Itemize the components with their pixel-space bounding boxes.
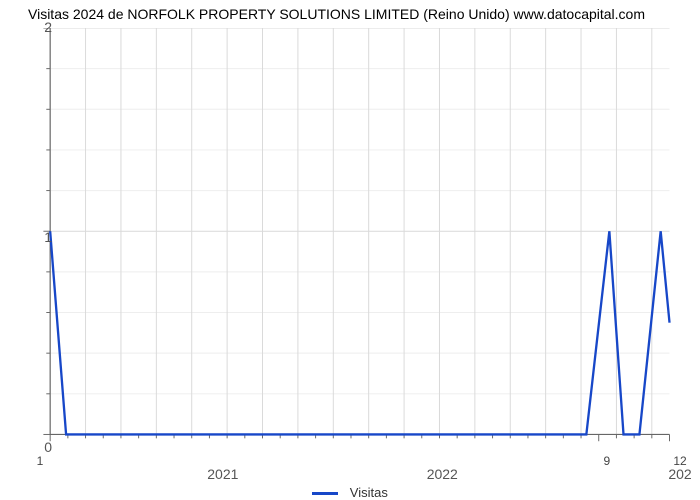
y-tick-label: 1 (12, 229, 52, 245)
x-tick-label: 1 (37, 454, 44, 468)
chart-svg (30, 28, 680, 448)
x-tick-label: 9 (604, 454, 611, 468)
chart-title: Visitas 2024 de NORFOLK PROPERTY SOLUTIO… (28, 6, 645, 22)
x-year-label: 202 (668, 466, 691, 482)
chart-container: Visitas 2024 de NORFOLK PROPERTY SOLUTIO… (0, 0, 700, 500)
y-tick-label: 0 (12, 439, 52, 455)
x-year-label: 2022 (427, 466, 458, 482)
x-year-label: 2021 (207, 466, 238, 482)
y-tick-label: 2 (12, 19, 52, 35)
legend-swatch (312, 492, 338, 495)
legend-label: Visitas (350, 485, 388, 500)
legend: Visitas (0, 485, 700, 500)
plot-area (40, 28, 680, 448)
